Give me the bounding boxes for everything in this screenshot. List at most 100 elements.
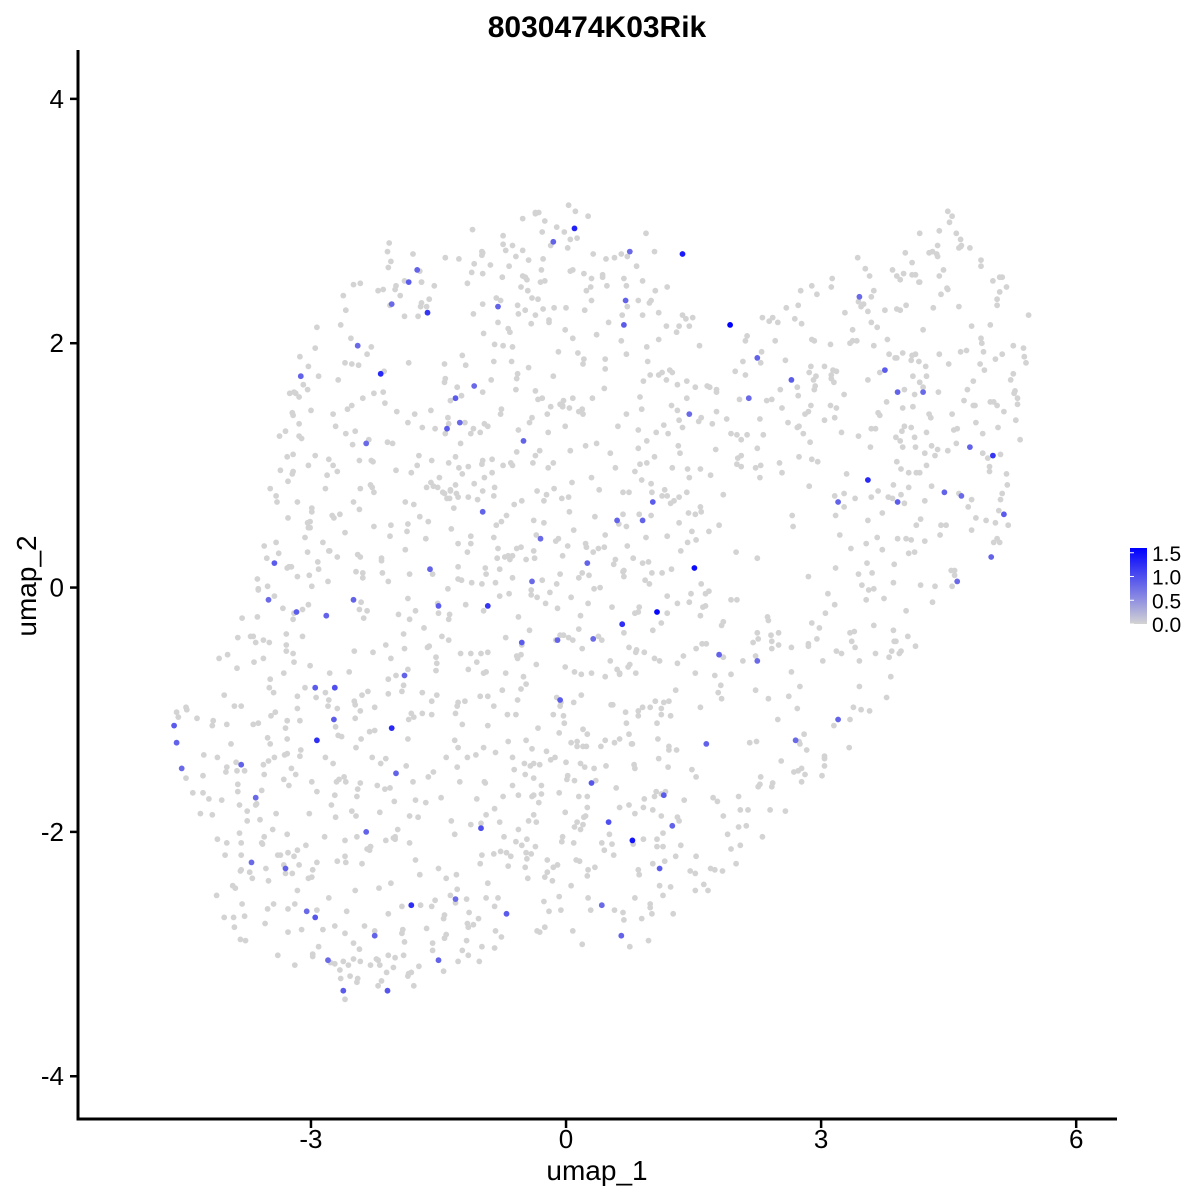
- background-cell-point: [435, 865, 442, 872]
- background-cell-point: [499, 274, 506, 281]
- expressing-cell-point: [401, 672, 408, 679]
- background-cell-point: [465, 463, 472, 470]
- background-cell-point: [423, 303, 430, 310]
- background-cell-point: [611, 739, 618, 746]
- background-cell-point: [447, 397, 454, 404]
- expressing-cell-point: [393, 770, 399, 777]
- background-cell-point: [353, 813, 359, 819]
- background-cell-point: [529, 295, 535, 301]
- expressing-cell-point: [354, 342, 361, 349]
- background-cell-point: [315, 373, 322, 380]
- background-cell-point: [524, 287, 531, 294]
- background-cell-point: [550, 460, 557, 466]
- x-axis-ticks: -3 0 3 6: [299, 1120, 1083, 1154]
- background-cell-point: [306, 810, 313, 817]
- background-cell-point: [359, 570, 366, 576]
- background-cell-point: [358, 599, 364, 606]
- background-cell-point: [983, 517, 989, 524]
- expressing-cell-point: [282, 865, 289, 872]
- background-cell-point: [314, 859, 320, 866]
- background-cell-point: [1017, 436, 1023, 443]
- background-cell-point: [649, 489, 655, 496]
- background-cell-point: [663, 377, 670, 383]
- background-cell-point: [577, 760, 584, 767]
- background-cell-point: [254, 576, 261, 582]
- background-cell-point: [543, 748, 550, 755]
- background-cell-point: [452, 482, 459, 488]
- background-cell-point: [613, 785, 620, 791]
- background-cell-point: [791, 769, 797, 775]
- background-cell-point: [360, 615, 367, 621]
- background-cell-point: [935, 389, 942, 395]
- background-cell-point: [689, 314, 696, 321]
- background-cell-point: [252, 802, 259, 808]
- background-cell-point: [340, 958, 347, 965]
- background-cell-point: [956, 303, 962, 310]
- background-cell-point: [297, 717, 303, 724]
- background-cell-point: [875, 488, 881, 494]
- background-cell-point: [408, 969, 415, 976]
- background-cell-point: [443, 931, 450, 938]
- background-cell-point: [663, 323, 670, 329]
- background-cell-point: [388, 522, 394, 529]
- background-cell-point: [643, 438, 650, 444]
- background-cell-point: [454, 384, 461, 391]
- background-cell-point: [357, 280, 364, 287]
- background-cell-point: [405, 521, 411, 527]
- background-cell-point: [755, 636, 762, 642]
- background-cell-point: [659, 570, 665, 576]
- background-cell-point: [585, 895, 591, 901]
- background-cell-point: [424, 644, 431, 651]
- background-cell-point: [653, 429, 660, 436]
- background-cell-point: [405, 736, 411, 742]
- background-cell-point: [707, 472, 714, 479]
- background-cell-point: [236, 830, 243, 836]
- background-cell-point: [559, 833, 566, 840]
- background-cell-point: [865, 587, 872, 593]
- background-cell-point: [883, 399, 890, 405]
- background-cell-point: [250, 721, 257, 728]
- background-cell-point: [738, 436, 745, 443]
- background-cell-point: [412, 607, 419, 614]
- background-cell-point: [536, 447, 543, 454]
- background-cell-point: [498, 934, 505, 940]
- expressing-cell-point: [835, 716, 841, 723]
- background-cell-point: [505, 325, 512, 332]
- expressing-cell-point: [456, 419, 463, 426]
- background-cell-point: [484, 423, 491, 430]
- background-cell-point: [411, 411, 418, 417]
- background-cell-point: [482, 780, 489, 786]
- background-cell-point: [774, 716, 781, 723]
- background-cell-point: [325, 703, 331, 709]
- background-cell-point: [213, 892, 220, 899]
- background-cell-point: [868, 319, 875, 326]
- chart-title: 8030474K03Rik: [488, 11, 707, 44]
- background-cell-point: [572, 208, 579, 215]
- background-cell-point: [667, 884, 674, 890]
- background-cell-point: [856, 683, 863, 690]
- background-cell-point: [307, 662, 313, 669]
- background-cell-point: [376, 885, 382, 891]
- background-cell-point: [715, 689, 722, 696]
- background-cell-point: [755, 783, 762, 790]
- background-cell-point: [443, 875, 450, 882]
- background-cell-point: [867, 444, 874, 450]
- background-cell-point: [334, 858, 341, 865]
- background-cell-point: [439, 633, 445, 640]
- background-cell-point: [270, 689, 277, 696]
- background-cell-point: [655, 736, 661, 742]
- background-cell-point: [814, 458, 821, 465]
- background-cell-point: [602, 366, 609, 372]
- background-cell-point: [774, 319, 781, 326]
- background-cell-point: [468, 579, 475, 586]
- background-cell-point: [949, 213, 955, 220]
- background-cell-point: [502, 247, 509, 254]
- background-cell-point: [592, 777, 599, 784]
- background-cell-point: [710, 794, 716, 801]
- background-cell-point: [676, 417, 682, 424]
- background-cell-point: [638, 406, 645, 413]
- background-cell-point: [585, 866, 591, 873]
- expressing-cell-point: [325, 957, 331, 964]
- background-cell-point: [578, 692, 585, 698]
- background-cell-point: [711, 672, 718, 679]
